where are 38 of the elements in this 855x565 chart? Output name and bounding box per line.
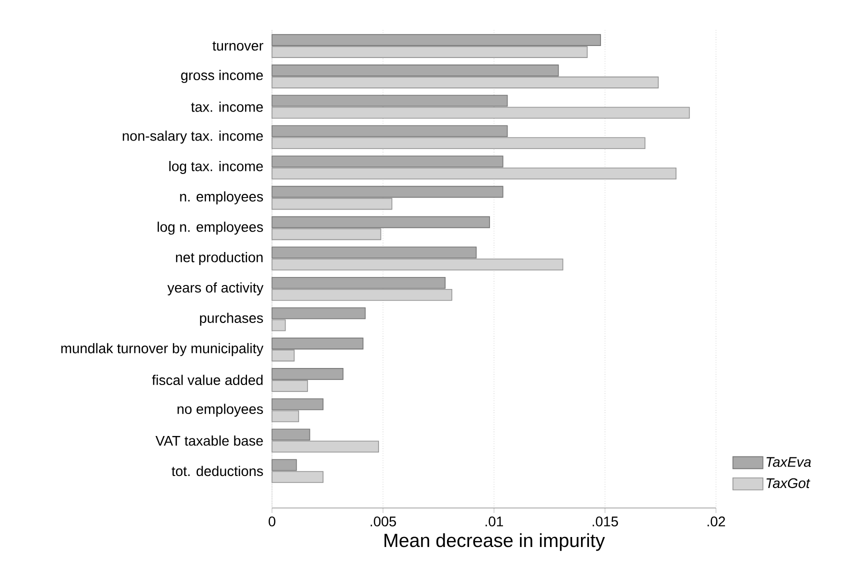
bar <box>272 186 504 198</box>
y-tick-label: turnover <box>212 42 264 51</box>
y-tick-label: log tax. income <box>169 160 263 174</box>
y-tick-label: gross income <box>181 70 263 83</box>
bar <box>272 276 446 289</box>
y-tick-label: net production <box>176 252 263 266</box>
y-tick-label: VAT taxable base <box>156 435 263 446</box>
bar <box>272 125 508 138</box>
bar <box>272 428 310 441</box>
bar <box>272 307 366 320</box>
y-tick-label: years of activity <box>167 282 264 296</box>
y-tick-label: purchases <box>200 312 263 326</box>
x-tick-label: .01 <box>486 516 504 526</box>
bar <box>272 34 601 46</box>
bar <box>272 216 490 228</box>
y-tick-label: no employees <box>178 404 263 417</box>
x-tick-label: .02 <box>708 516 726 526</box>
bar <box>272 64 559 76</box>
x-tick-label: .015 <box>592 516 618 526</box>
bar <box>272 94 508 107</box>
x-axis-title: Mean decrease in impurity <box>384 533 605 551</box>
x-tick-label: .005 <box>370 516 396 526</box>
bar <box>272 246 477 258</box>
y-tick-label: tot. deductions <box>172 466 263 476</box>
y-tick-label: n. employees <box>180 191 263 204</box>
y-tick-label: mundlak turnover by municipality <box>61 343 264 356</box>
y-tick-label: tax. income <box>191 102 263 112</box>
bar <box>272 338 364 350</box>
bar <box>272 368 344 380</box>
legend-label: TaxEva <box>766 457 811 467</box>
bar <box>272 398 324 410</box>
legend-label: TaxGot <box>766 478 810 488</box>
y-tick-label: log n. employees <box>158 222 263 235</box>
bar <box>272 459 297 471</box>
y-tick-label: fiscal value added <box>152 374 263 386</box>
y-tick-label: non-salary tax. income <box>122 130 263 144</box>
x-tick-label: 0 <box>268 516 276 526</box>
bar <box>272 156 504 168</box>
